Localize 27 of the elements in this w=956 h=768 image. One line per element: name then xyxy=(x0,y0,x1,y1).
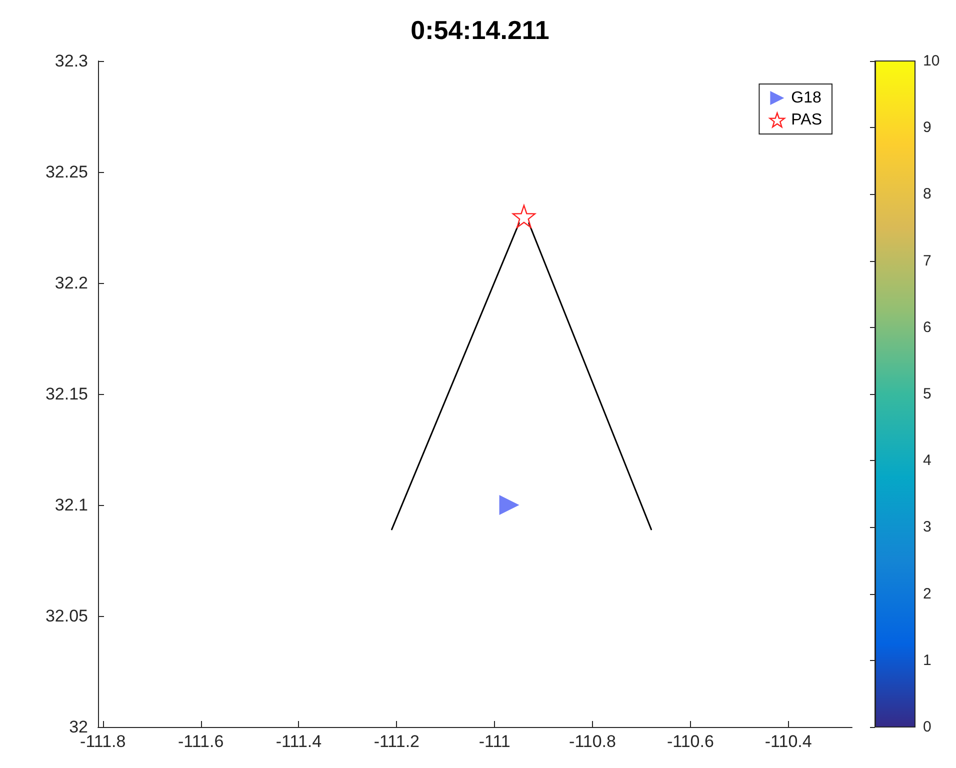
legend-label: G18 xyxy=(791,90,822,106)
color-bar-label: 1 xyxy=(923,652,932,669)
x-tick-label: -111.4 xyxy=(276,732,322,751)
color-bar-label: 3 xyxy=(923,518,932,536)
color-bar-label: 7 xyxy=(923,252,932,270)
legend-label: PAS xyxy=(791,112,822,128)
x-tick-label: -111.6 xyxy=(178,732,224,751)
color-bar-label: 9 xyxy=(923,119,932,136)
x-tick-label: -110.8 xyxy=(569,732,616,751)
color-bar-label: 10 xyxy=(923,52,940,70)
y-tick-label: 32.05 xyxy=(45,606,88,626)
y-tick-label: 32.15 xyxy=(45,384,88,404)
x-tick-label: -110.6 xyxy=(666,732,714,751)
chart-title: 0:54:14.211 xyxy=(410,15,550,45)
color-bar-label: 8 xyxy=(923,186,932,203)
y-tick-label: 32.3 xyxy=(54,52,88,70)
x-tick-label: -110.4 xyxy=(764,732,812,751)
color-bar-label: 4 xyxy=(923,452,932,470)
y-tick-label: 32.1 xyxy=(54,496,88,514)
x-tick-label: -111.2 xyxy=(374,732,420,751)
color-bar-label: 2 xyxy=(923,585,932,602)
x-tick-label: -111 xyxy=(478,732,510,751)
y-tick-label: 32.25 xyxy=(45,162,88,182)
color-bar-label: 0 xyxy=(923,718,932,736)
y-tick-label: 32.2 xyxy=(54,274,88,292)
color-bar-label: 6 xyxy=(923,318,932,336)
color-bar-label: 5 xyxy=(923,386,932,402)
